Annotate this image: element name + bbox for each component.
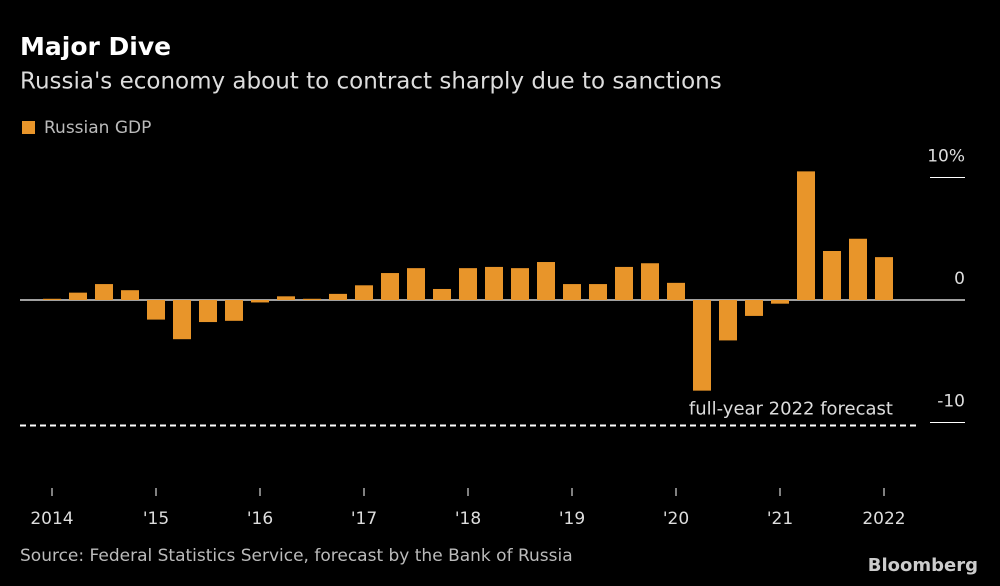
- bar: [43, 298, 61, 300]
- source-note: Source: Federal Statistics Service, fore…: [20, 546, 573, 566]
- bar: [797, 171, 815, 300]
- chart-title: Major Dive: [20, 32, 171, 61]
- bar: [329, 293, 347, 300]
- x-tick-label: '20: [663, 509, 689, 529]
- bar: [849, 238, 867, 300]
- y-tick-label: 10%: [927, 147, 965, 167]
- x-tick-label: '17: [351, 509, 377, 529]
- bar: [589, 284, 607, 300]
- bar: [303, 298, 321, 300]
- bar: [95, 284, 113, 300]
- y-tick-label: 0: [954, 269, 965, 289]
- y-tick-label: -10: [937, 392, 965, 412]
- bar: [173, 300, 191, 340]
- bar: [381, 273, 399, 300]
- bar: [511, 268, 529, 300]
- bar: [563, 284, 581, 300]
- bar: [641, 263, 659, 300]
- x-tick-label: '18: [455, 509, 481, 529]
- bar: [69, 292, 87, 300]
- x-tick-label: 2022: [862, 509, 905, 529]
- x-tick-label: 2014: [30, 509, 73, 529]
- bar: [355, 285, 373, 300]
- bar: [407, 268, 425, 300]
- bar: [693, 300, 711, 391]
- bar: [433, 288, 451, 300]
- bar: [537, 262, 555, 300]
- chart-subtitle: Russia's economy about to contract sharp…: [20, 69, 722, 95]
- bar: [459, 268, 477, 300]
- bar: [745, 300, 763, 316]
- bar: [485, 266, 503, 300]
- x-tick-label: '16: [247, 509, 273, 529]
- bar: [121, 290, 139, 300]
- bar: [147, 300, 165, 320]
- bar: [667, 282, 685, 300]
- legend-label: Russian GDP: [44, 118, 151, 138]
- bar: [823, 251, 841, 300]
- bar: [615, 266, 633, 300]
- bar: [719, 300, 737, 341]
- legend-swatch: [22, 121, 35, 134]
- x-tick-label: '21: [767, 509, 793, 529]
- bar: [199, 300, 217, 323]
- brand: Bloomberg: [868, 555, 978, 576]
- x-tick-label: '15: [143, 509, 169, 529]
- bar: [225, 300, 243, 321]
- bar: [875, 257, 893, 300]
- bar: [277, 296, 295, 300]
- bar: [251, 300, 269, 303]
- x-tick-label: '19: [559, 509, 585, 529]
- forecast-label: full-year 2022 forecast: [689, 399, 893, 420]
- bar: [771, 300, 789, 304]
